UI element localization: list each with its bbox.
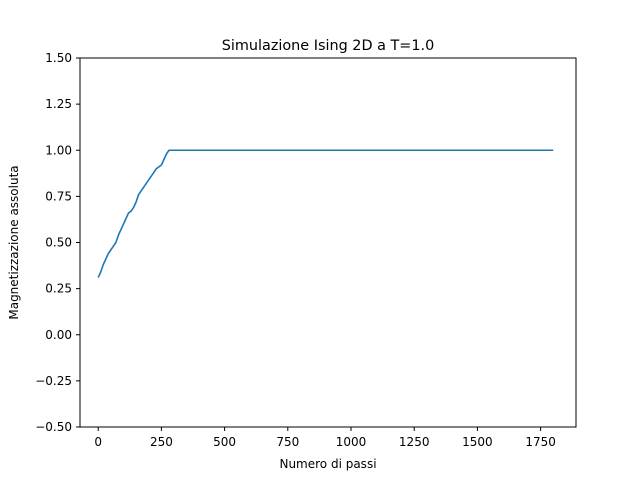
x-tick-label: 0	[94, 435, 102, 449]
x-tick-label: 500	[213, 435, 236, 449]
y-tick-label: 1.00	[45, 143, 72, 157]
x-tick-label: 1750	[525, 435, 556, 449]
y-tick-label: 1.25	[45, 97, 72, 111]
x-tick-label: 1000	[336, 435, 367, 449]
y-tick-label: −0.50	[35, 420, 72, 434]
y-tick-label: 0.50	[45, 236, 72, 250]
plot-area	[97, 149, 554, 278]
y-tick-label: −0.25	[35, 374, 72, 388]
y-tick-label: 1.50	[45, 51, 72, 65]
x-tick-label: 1500	[462, 435, 493, 449]
x-tick-label: 750	[276, 435, 299, 449]
x-tick-label: 250	[150, 435, 173, 449]
y-tick-label: 0.25	[45, 282, 72, 296]
chart-title: Simulazione Ising 2D a T=1.0	[222, 38, 435, 54]
x-tick-label: 1250	[399, 435, 430, 449]
x-axis: 0 250 500 750 1000 1250 1500 1750	[94, 427, 556, 449]
series-line-magnetizzazione	[97, 149, 554, 278]
y-tick-label: 0.00	[45, 328, 72, 342]
axes-frame	[79, 57, 577, 428]
y-axis: −0.50 −0.25 0.00 0.25 0.50 0.75 1.00 1.25 1.50	[35, 51, 80, 434]
y-axis-label: Magnetizzazione assoluta	[7, 165, 21, 319]
y-tick-label: 0.75	[45, 189, 72, 203]
x-axis-label: Numero di passi	[279, 457, 376, 471]
